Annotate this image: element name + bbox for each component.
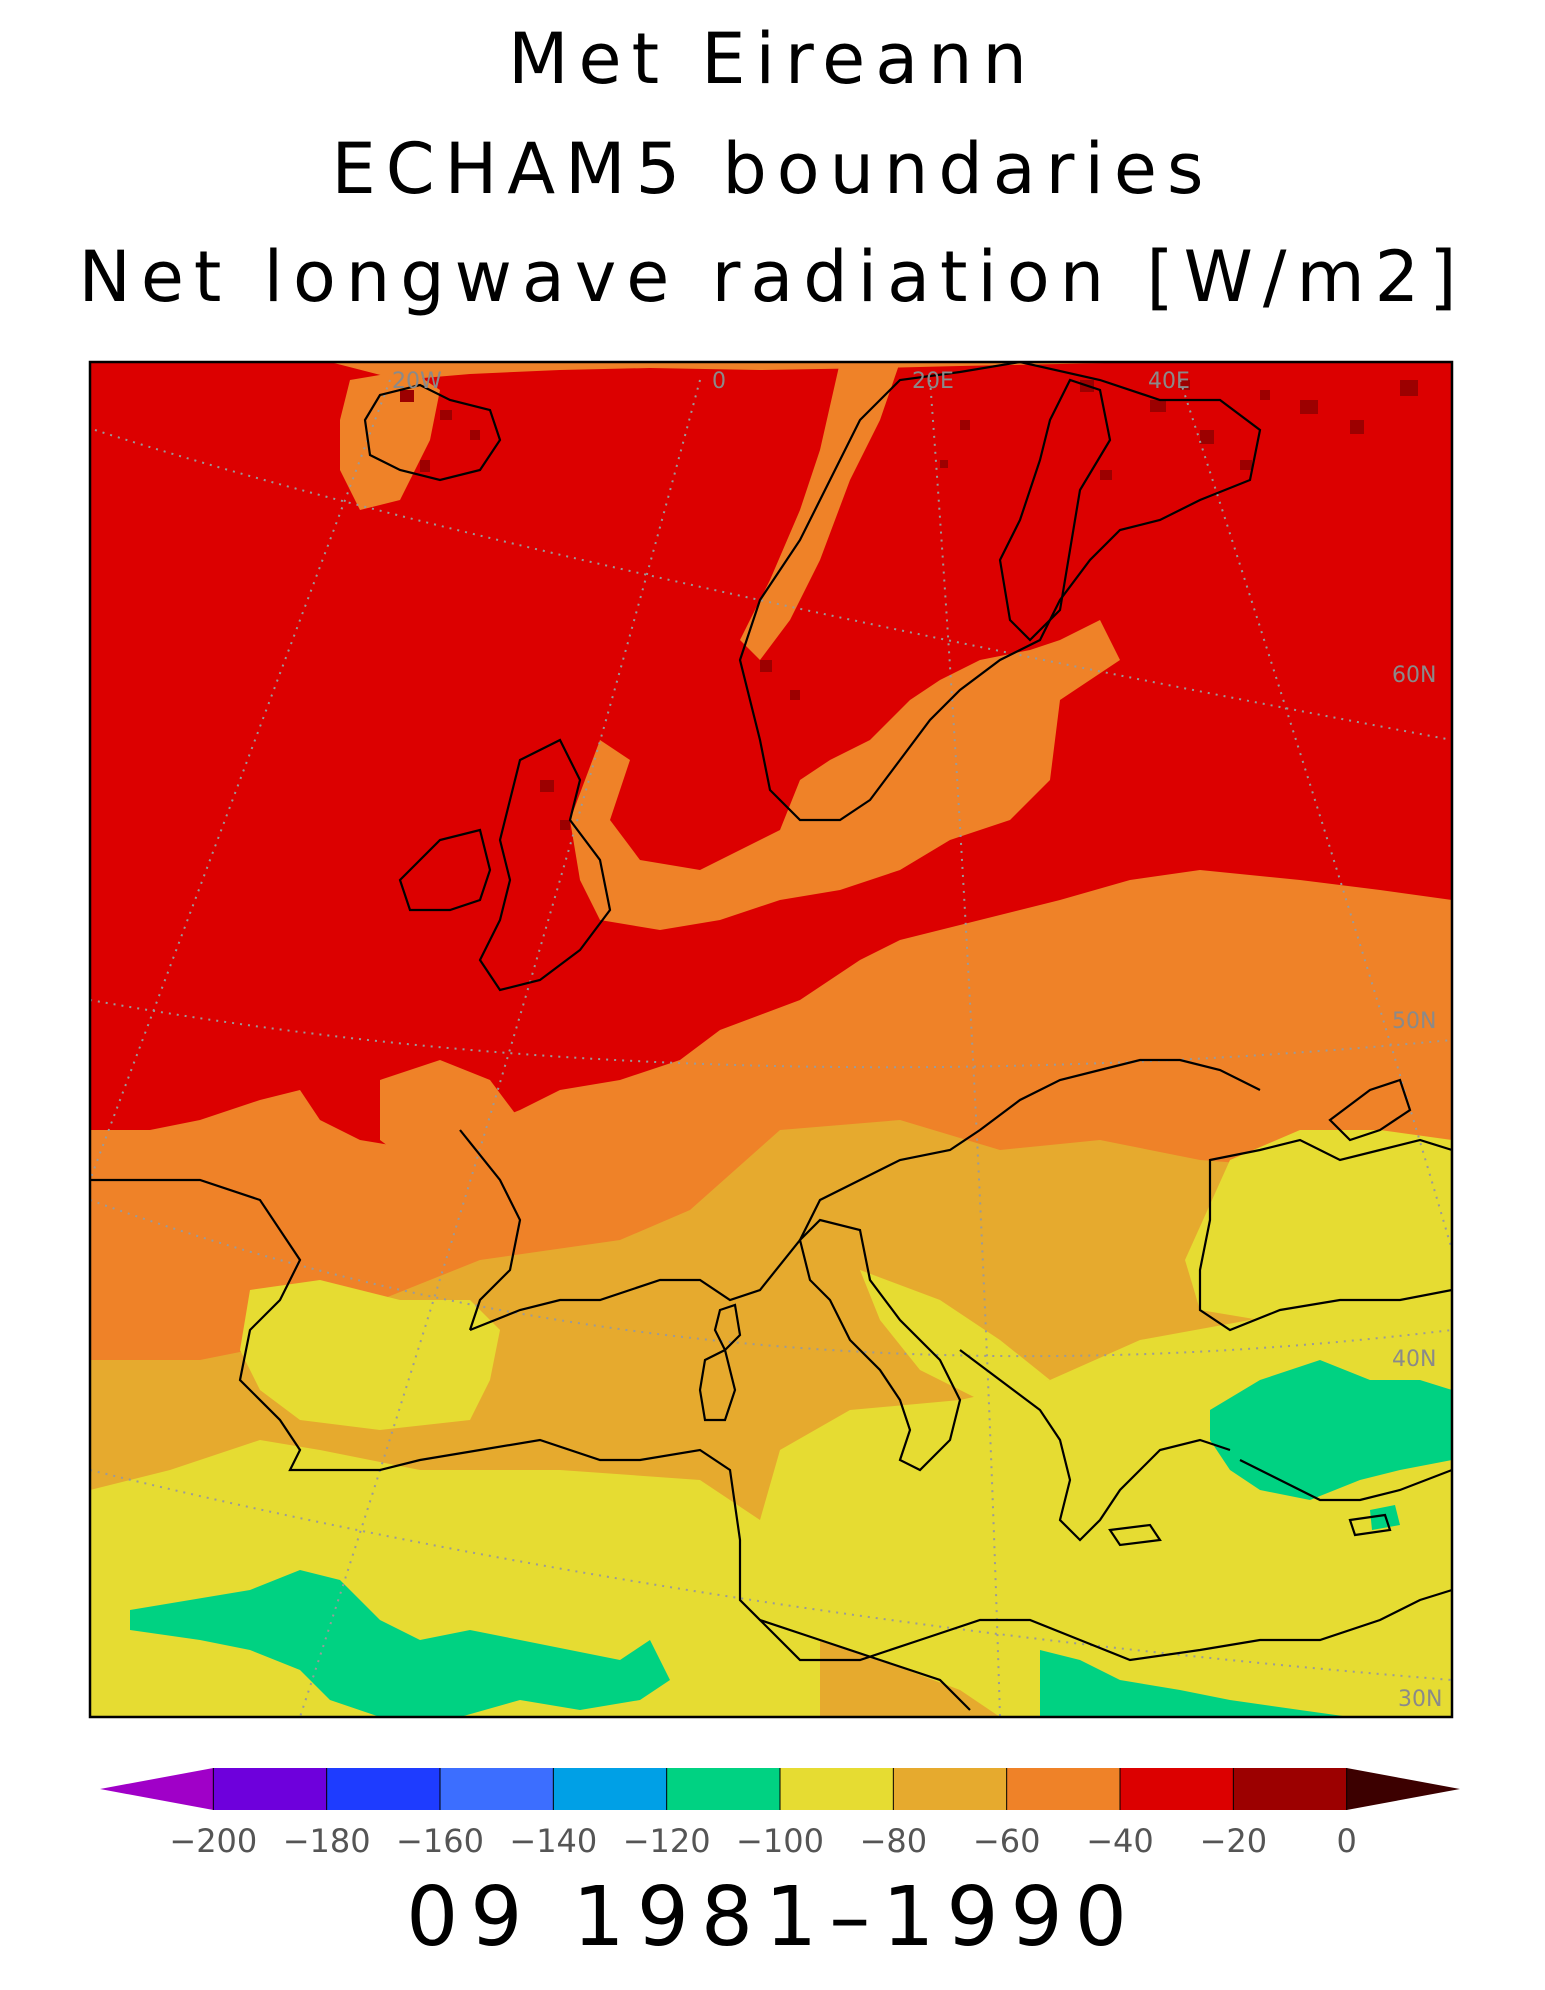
colorbar: −200 −180 −160 −140 −120 −100 −80 −60 −40 −20 0 xyxy=(100,1768,1460,1860)
field-green-sahara xyxy=(130,1570,670,1717)
colorbar-label: 0 xyxy=(1336,1822,1356,1860)
title-line-3: Net longwave radiation [W/m2] xyxy=(78,236,1467,318)
colorbar-label: −160 xyxy=(396,1822,484,1860)
field-orange-norway xyxy=(740,362,900,660)
colorbar-label: −80 xyxy=(860,1822,928,1860)
colorbar-cell xyxy=(440,1768,554,1810)
graticule xyxy=(90,379,1452,1717)
period-label: 09 1981–1990 xyxy=(406,1870,1139,1965)
colorbar-cell xyxy=(553,1768,668,1810)
colorbar-triangle-high xyxy=(1346,1768,1460,1810)
colorbar-label: −20 xyxy=(1200,1822,1268,1860)
field-green-libya xyxy=(1040,1650,1350,1717)
field-dark-red-specks xyxy=(400,380,1418,830)
map-frame xyxy=(88,360,1454,1719)
field-red xyxy=(90,362,1452,1150)
colorbar-label: −200 xyxy=(169,1822,257,1860)
field-orange-iceland xyxy=(340,370,440,510)
title-line-2: ECHAM5 boundaries xyxy=(331,128,1214,210)
colorbar-cell xyxy=(666,1768,781,1810)
lat-label-30n: 30N xyxy=(1398,1687,1442,1712)
colorbar-label: −60 xyxy=(973,1822,1041,1860)
colorbar-label: −40 xyxy=(1086,1822,1154,1860)
colorbar-label: −180 xyxy=(283,1822,371,1860)
lat-label-50n: 50N xyxy=(1392,1009,1436,1034)
colorbar-cell xyxy=(326,1768,441,1810)
lat-label-40n: 40N xyxy=(1392,1347,1436,1372)
coastlines xyxy=(90,362,1452,1711)
colorbar-cell xyxy=(893,1768,1008,1810)
colorbar-triangle-low xyxy=(100,1768,214,1810)
field-yellow-iberia xyxy=(240,1280,500,1430)
title-line-1: Met Eireann xyxy=(508,18,1037,100)
lon-label-20w: 20W xyxy=(392,369,442,394)
field-yellow-ne xyxy=(1185,1130,1452,1320)
colorbar-label: −100 xyxy=(736,1822,824,1860)
colorbar-cell xyxy=(213,1768,328,1810)
field-yellow-south xyxy=(90,1290,1452,1717)
colorbar-cell xyxy=(1233,1768,1348,1810)
map-field xyxy=(90,362,1452,1717)
field-orange-baltic xyxy=(570,620,1120,930)
colorbar-label: −120 xyxy=(623,1822,711,1860)
colorbar-cell xyxy=(1120,1768,1234,1810)
colorbar-cell xyxy=(1006,1768,1121,1810)
lon-label-0: 0 xyxy=(712,369,726,394)
colorbar-label: −140 xyxy=(509,1822,597,1860)
field-green-anatolia xyxy=(1210,1360,1452,1500)
lon-label-20e: 20E xyxy=(912,369,954,394)
lon-label-40e: 40E xyxy=(1148,369,1190,394)
lat-label-60n: 60N xyxy=(1392,663,1436,688)
field-orange-france xyxy=(380,1060,520,1180)
field-yellow-italy xyxy=(860,1270,1050,1400)
colorbar-cell xyxy=(780,1768,894,1810)
